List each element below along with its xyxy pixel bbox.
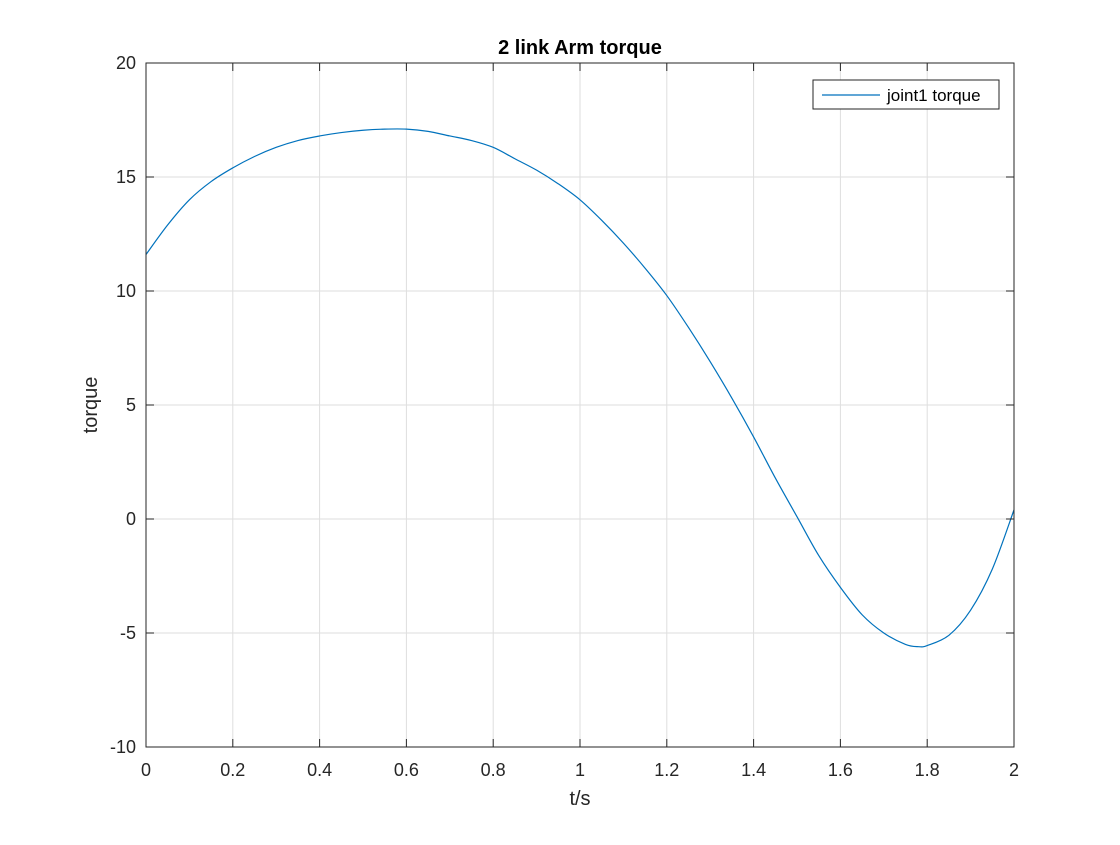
y-tick-label: 5: [126, 395, 136, 415]
x-tick-label: 0: [141, 760, 151, 780]
chart-title: 2 link Arm torque: [498, 37, 662, 59]
x-tick-label: 1.8: [915, 760, 940, 780]
grid: [146, 63, 1014, 747]
x-tick-label: 1: [575, 760, 585, 780]
ticks: [145, 62, 1015, 748]
y-tick-label: 0: [126, 509, 136, 529]
y-tick-label: 20: [116, 53, 136, 73]
y-tick-label: 15: [116, 167, 136, 187]
x-tick-label: 1.2: [654, 760, 679, 780]
x-axis-label: t/s: [569, 788, 590, 810]
legend[interactable]: joint1 torque: [812, 79, 1000, 110]
x-tick-labels: 0 0.2 0.4 0.6 0.8 1 1.2 1.4 1.6 1.8 2: [141, 760, 1019, 780]
y-tick-label: -10: [110, 737, 136, 757]
x-tick-label: 1.4: [741, 760, 766, 780]
x-tick-label: 0.6: [394, 760, 419, 780]
legend-label-joint1-torque: joint1 torque: [886, 86, 981, 105]
y-axis-label: torque: [80, 377, 102, 434]
plot-area: [145, 62, 1015, 748]
x-tick-label: 0.2: [220, 760, 245, 780]
x-tick-label: 1.6: [828, 760, 853, 780]
x-tick-label: 0.4: [307, 760, 332, 780]
x-tick-label: 0.8: [481, 760, 506, 780]
series-line-joint1-torque: [145, 128, 1015, 648]
y-tick-label: -5: [120, 623, 136, 643]
x-tick-label: 2: [1009, 760, 1019, 780]
series-layer: [145, 128, 1015, 648]
y-tick-label: 10: [116, 281, 136, 301]
y-tick-labels: -10 -5 0 5 10 15 20: [110, 53, 136, 757]
